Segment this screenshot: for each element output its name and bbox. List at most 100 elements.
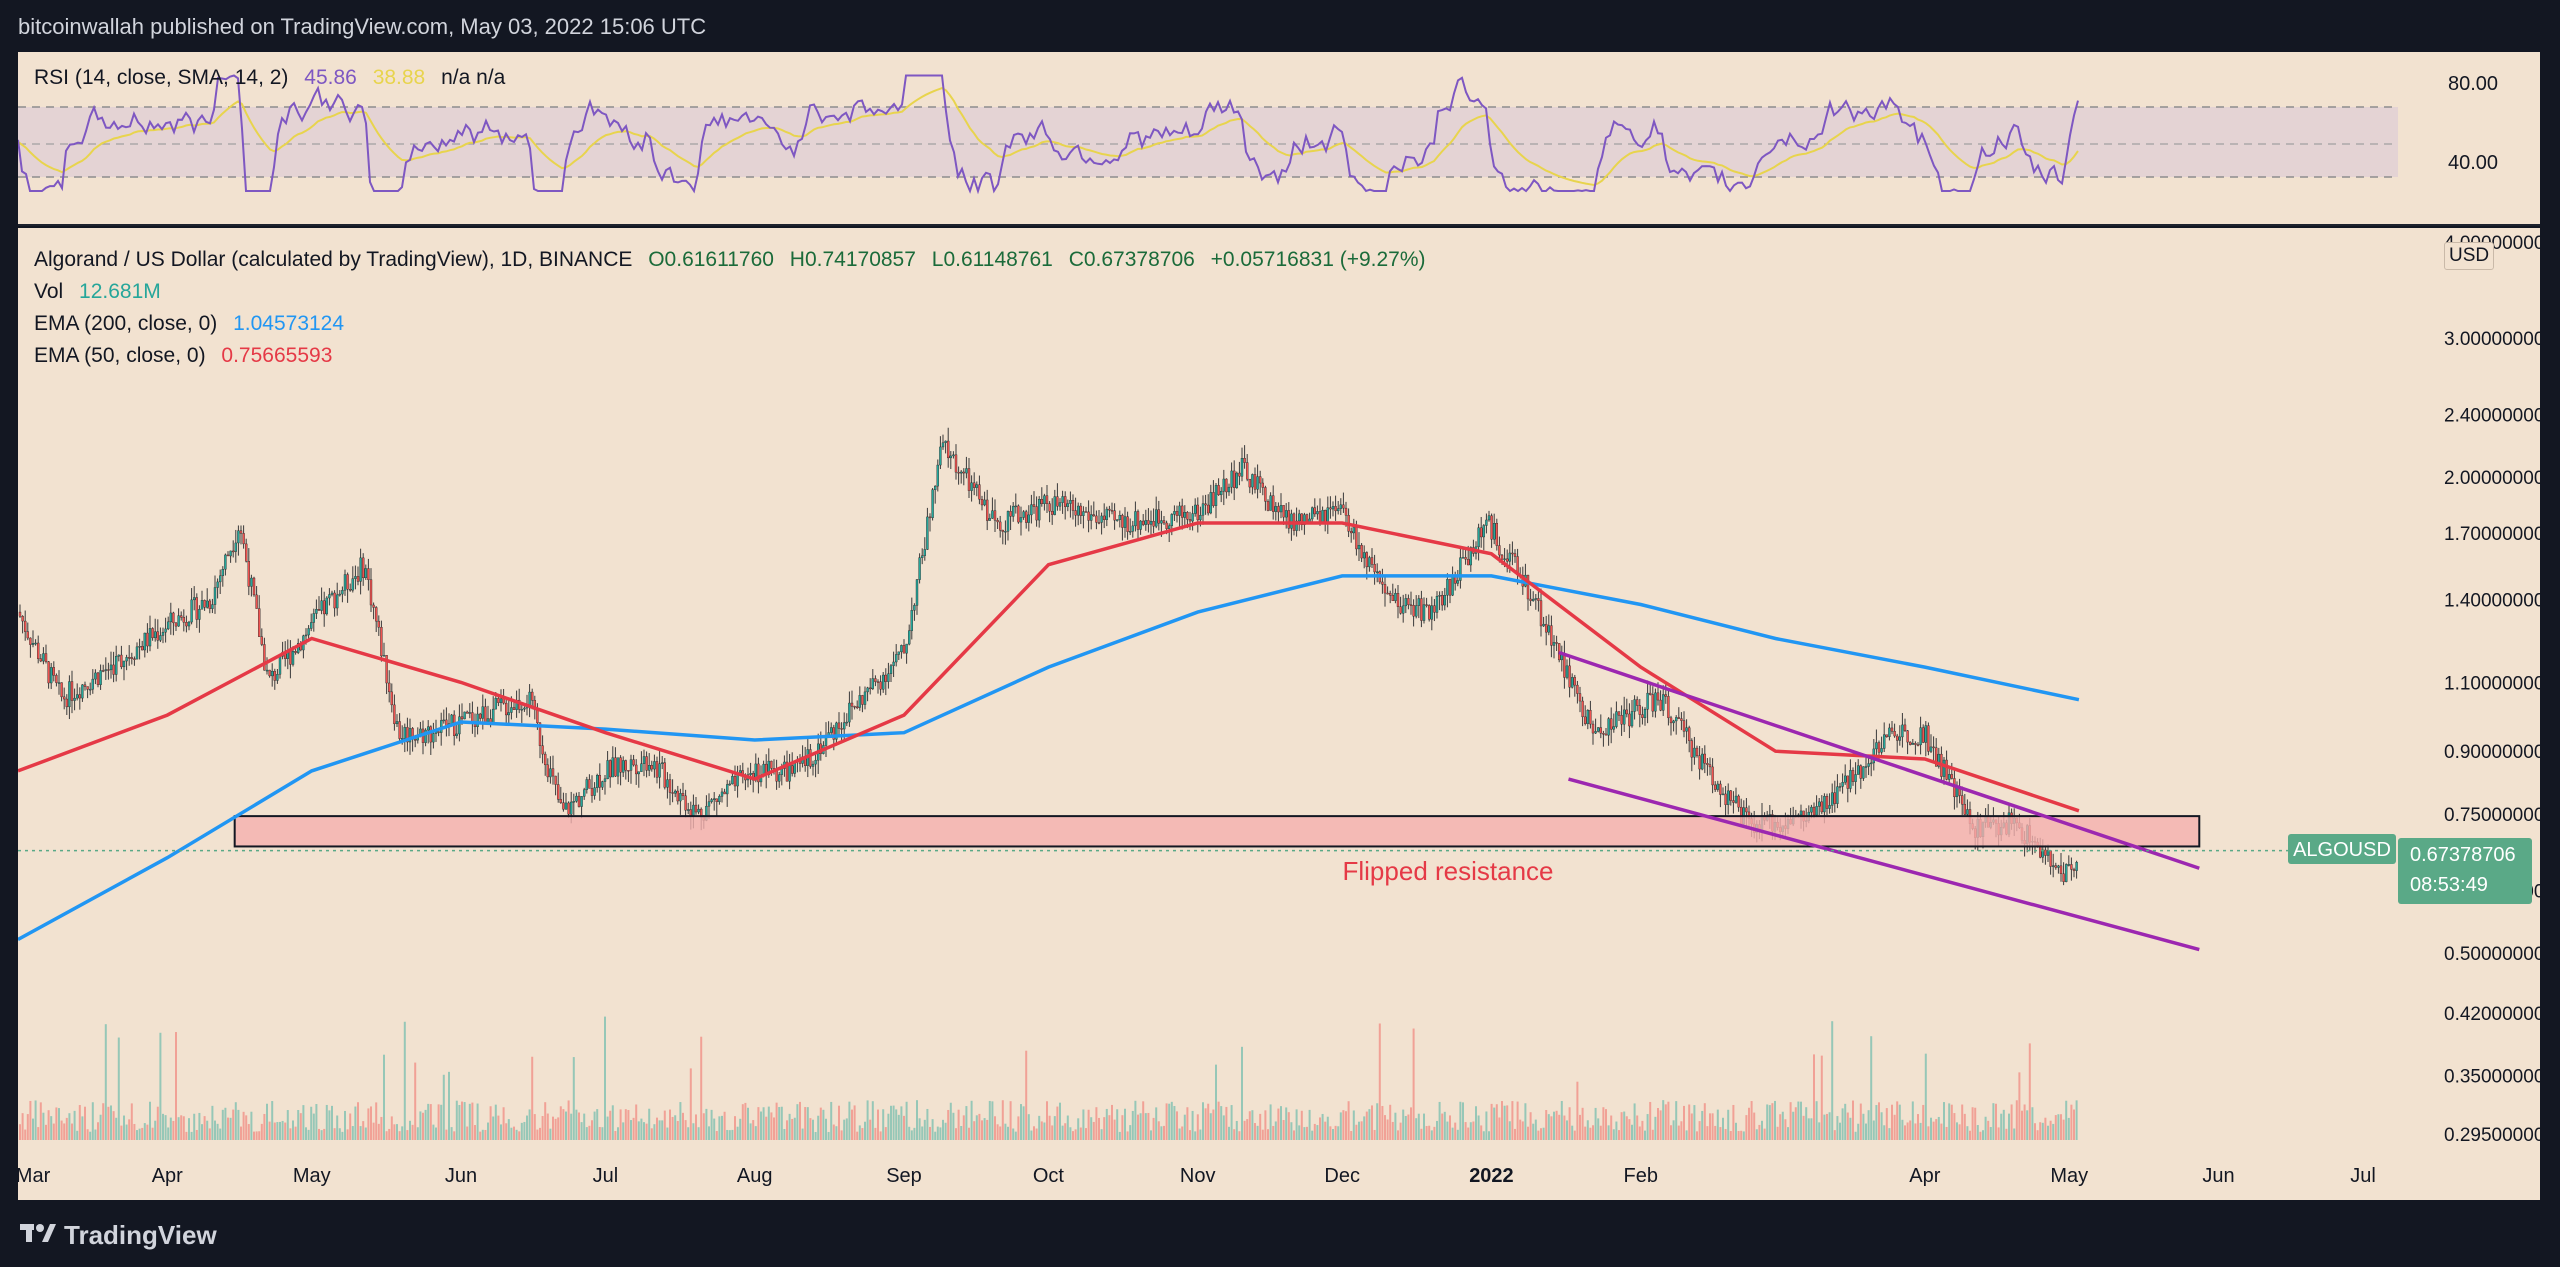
candle-body (1261, 482, 1265, 488)
candle-body (954, 454, 958, 473)
candle-body (1594, 731, 1597, 734)
candle-body (127, 657, 131, 659)
ohlc-change: +0.05716831 (+9.27%) (1210, 248, 1426, 271)
ema50-value: 0.75665593 (221, 344, 333, 367)
candle-body (1635, 699, 1639, 706)
candle-body (1100, 515, 1103, 523)
volume-bar (814, 1131, 817, 1140)
tradingview-logo[interactable]: TradingView (20, 1220, 217, 1251)
volume-bar (981, 1120, 983, 1140)
candle-body (1199, 514, 1202, 521)
volume-bar (2044, 1117, 2047, 1140)
volume-bar (393, 1124, 396, 1140)
volume-bar (1462, 1102, 1464, 1140)
price-axis[interactable]: 4.000000003.000000002.400000002.00000000… (2398, 228, 2544, 1150)
candle-body (120, 654, 123, 668)
candle-body (2072, 869, 2076, 871)
volume-bar (422, 1112, 424, 1140)
candle-body (468, 712, 471, 714)
panel-separator[interactable] (18, 224, 2540, 226)
volume-bar (505, 1123, 508, 1140)
candle-body (1612, 726, 1616, 730)
volume-bar (887, 1113, 890, 1140)
volume-bar (227, 1117, 229, 1140)
volume-bar (450, 1127, 453, 1140)
candle-body (1599, 727, 1603, 734)
volume-bars (19, 1016, 2078, 1140)
candle-body (1027, 514, 1030, 523)
candle-body (557, 784, 560, 800)
volume-bar (1046, 1101, 1048, 1140)
volume-bar (736, 1126, 739, 1140)
volume-bar (1644, 1130, 1646, 1140)
candle-body (1152, 520, 1155, 527)
volume-bar (1917, 1114, 1919, 1140)
rsi-axis[interactable]: 80.00 40.00 (2398, 52, 2540, 224)
volume-bar (1277, 1108, 1280, 1140)
volume-bar (42, 1112, 45, 1140)
volume-bar (1207, 1103, 1210, 1140)
candle-body (1706, 763, 1709, 765)
candle-body (980, 499, 984, 506)
ema200-value: 1.04573124 (233, 312, 345, 335)
volume-bar (250, 1111, 253, 1140)
candle-body (1225, 478, 1228, 493)
candle-body (1160, 520, 1163, 524)
candle-body (403, 727, 406, 739)
volume-bar (1563, 1115, 1566, 1140)
candle-body (50, 667, 53, 684)
candle-body (632, 759, 635, 766)
volume-bar (1779, 1114, 1782, 1140)
volume-bar (1259, 1113, 1262, 1140)
volume-bar (1402, 1109, 1405, 1140)
volume-bar (1534, 1119, 1537, 1140)
volume-bar (1602, 1107, 1605, 1140)
volume-bar (786, 1120, 788, 1140)
candle-body (1703, 753, 1707, 764)
volume-bar (237, 1109, 240, 1140)
time-tick: Sep (886, 1165, 922, 1187)
volume-bar (999, 1126, 1002, 1140)
candle-body (1017, 505, 1020, 523)
volume-bar (1246, 1119, 1249, 1140)
rsi-panel[interactable]: RSI (14, close, SMA, 14, 2) 45.86 38.88 … (17, 52, 2398, 224)
volume-bar (978, 1113, 981, 1140)
volume-bar (1696, 1131, 1698, 1140)
volume-bar (669, 1109, 671, 1140)
main-chart-panel[interactable]: Flipped resistance ALGOUSD Algorand / US… (17, 228, 2398, 1150)
volume-bar (575, 1109, 578, 1140)
volume-bar (416, 1127, 419, 1140)
volume-bar (546, 1113, 549, 1140)
volume-bar (1514, 1128, 1516, 1140)
volume-bar (630, 1120, 632, 1140)
volume-bar (1233, 1129, 1236, 1140)
candle-body (91, 678, 95, 690)
candle-body (1924, 725, 1928, 743)
candle-body (1310, 507, 1314, 520)
volume-bar (2013, 1128, 2016, 1140)
volume-bar (201, 1124, 203, 1140)
candle-body (1349, 531, 1353, 534)
volume-bar (305, 1127, 307, 1140)
candle-body (726, 784, 729, 795)
candle-body (218, 575, 222, 583)
volume-bar (2028, 1043, 2031, 1140)
candle-body (663, 762, 666, 788)
volume-bar (1350, 1131, 1353, 1140)
volume-bar (640, 1118, 643, 1140)
time-axis[interactable]: Mar Apr May Jun Jul Aug Sep Oct Nov Dec 2022 Feb Apr… (16, 1150, 2540, 1200)
volume-bar (362, 1121, 365, 1140)
volume-bar (1053, 1116, 1056, 1140)
candle-body (479, 713, 482, 719)
volume-bar (154, 1120, 157, 1140)
candle-body (257, 608, 261, 637)
volume-bar (801, 1128, 804, 1140)
candle-body (575, 795, 578, 802)
volume-bar (312, 1113, 315, 1140)
candle-body (624, 760, 627, 771)
volume-bar (827, 1131, 830, 1140)
volume-bar (1072, 1131, 1074, 1140)
volume-bar (619, 1109, 622, 1140)
volume-bar (1485, 1111, 1488, 1140)
time-tick: Jun (2202, 1165, 2234, 1187)
